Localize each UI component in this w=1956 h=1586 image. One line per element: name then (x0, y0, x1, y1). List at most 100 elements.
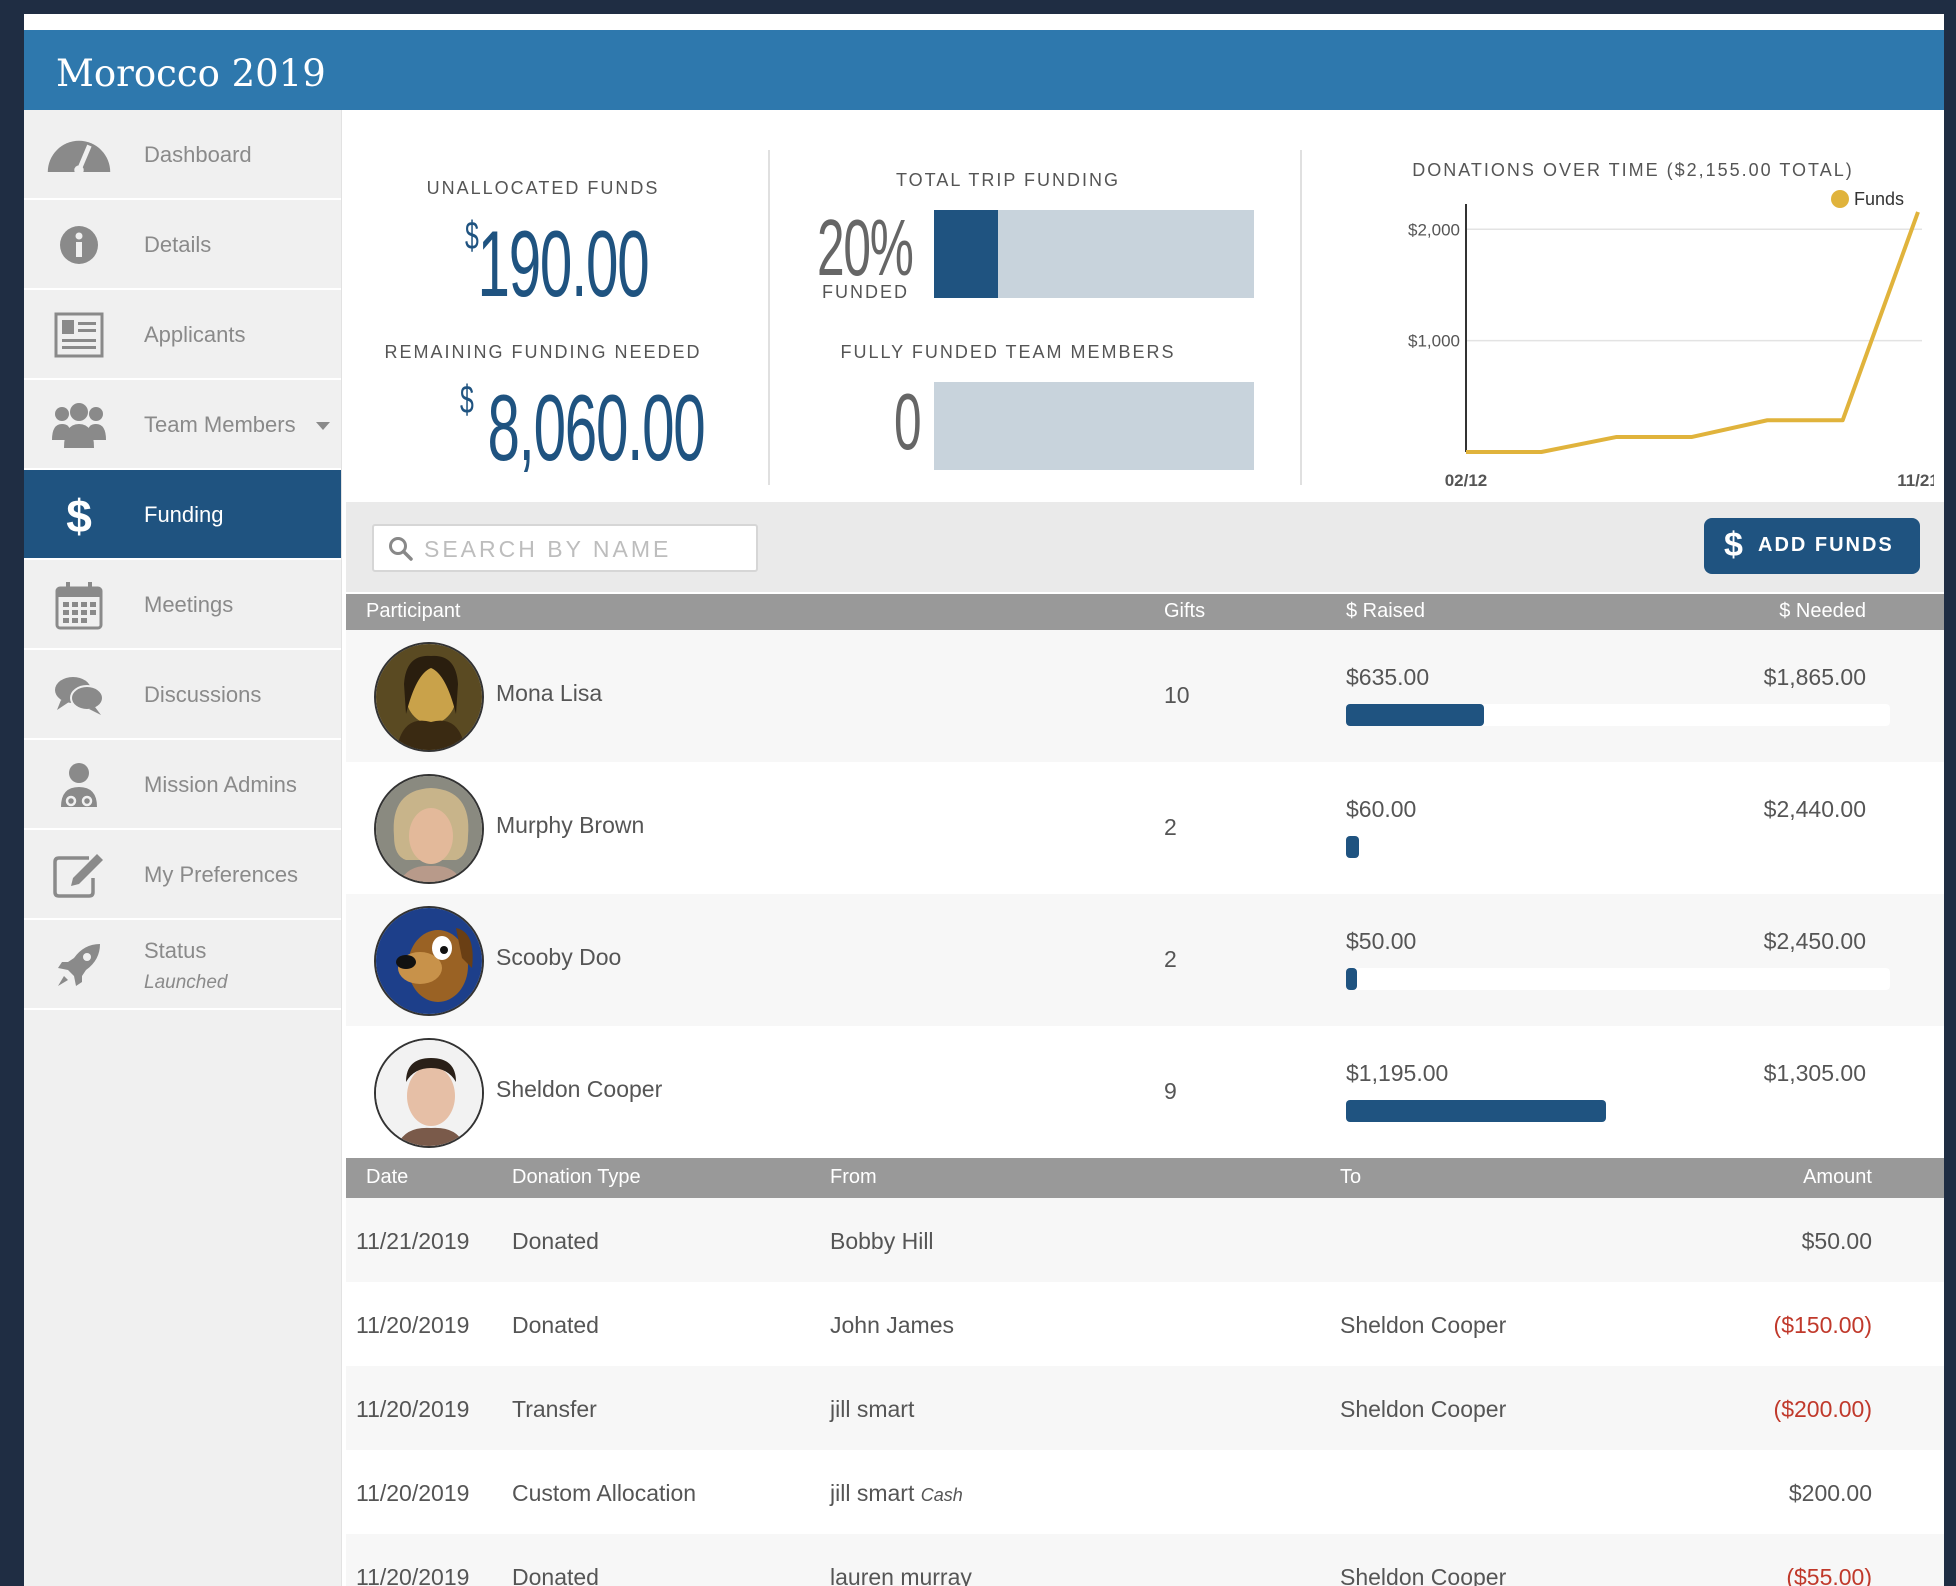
add-funds-button[interactable]: $ ADD FUNDS (1704, 518, 1920, 574)
column-participant[interactable]: Participant (366, 600, 461, 622)
sidebar-item-status[interactable]: Status Launched (24, 920, 341, 1010)
column-gifts[interactable]: Gifts (1164, 600, 1206, 622)
participant-raised: $1,195.00 (1346, 1060, 1449, 1086)
table-row[interactable]: 11/21/2019 Donated Bobby Hill $50.00 (346, 1198, 1944, 1282)
column-date[interactable]: Date (366, 1166, 409, 1188)
search-box (372, 524, 758, 572)
table-row[interactable]: Sheldon Cooper 9 $1,195.00 $1,305.00 (346, 1026, 1944, 1158)
column-to[interactable]: To (1340, 1166, 1362, 1188)
sidebar-item-discussions[interactable]: Discussions (24, 650, 341, 740)
participant-progress-fill (1346, 836, 1360, 858)
dollar-icon: $ (1724, 526, 1745, 564)
sidebar-item-label: Team Members (144, 412, 296, 437)
participant-raised: $50.00 (1346, 928, 1417, 954)
sidebar-item-label: Discussions (144, 682, 262, 707)
sidebar-item-label: Mission Admins (144, 772, 297, 797)
participant-progress-fill (1346, 968, 1357, 990)
donations-chart: $2,000 $1,000 02/12 11/21 Funds (1408, 190, 1934, 490)
participant-progress-fill (1346, 704, 1485, 726)
avatar (374, 906, 484, 1016)
participant-name[interactable]: Sheldon Cooper (496, 1076, 663, 1102)
sidebar-item-details[interactable]: Details (24, 200, 341, 290)
chart-title: DONATIONS OVER TIME ($2,155.00 TOTAL) (1412, 160, 1854, 180)
participant-name[interactable]: Scooby Doo (496, 944, 622, 970)
sidebar-item-team-members[interactable]: Team Members (24, 380, 341, 470)
search-icon (389, 537, 413, 561)
participant-gifts: 9 (1164, 1078, 1177, 1104)
y-tick-label: $2,000 (1408, 220, 1460, 239)
table-row[interactable]: 11/20/2019 Donated John James Sheldon Co… (346, 1282, 1944, 1366)
donation-amount: $200.00 (1788, 1480, 1872, 1506)
participant-name[interactable]: Mona Lisa (496, 680, 603, 706)
donation-date: 11/20/2019 (356, 1480, 470, 1506)
sidebar-item-meetings[interactable]: Meetings (24, 560, 341, 650)
participant-gifts: 2 (1164, 946, 1177, 972)
sidebar-item-mission-admins[interactable]: Mission Admins (24, 740, 341, 830)
participant-name[interactable]: Murphy Brown (496, 812, 645, 838)
participant-progress-fill (1346, 1100, 1607, 1122)
column-raised[interactable]: $ Raised (1346, 600, 1425, 622)
admin-user-icon (44, 755, 114, 815)
fully-funded-members-bar (934, 382, 1254, 470)
table-row[interactable]: Murphy Brown 2 $60.00 $2,440.00 (346, 762, 1944, 894)
chevron-down-icon[interactable] (316, 422, 330, 430)
add-funds-label: ADD FUNDS (1758, 534, 1894, 556)
participant-needed: $1,865.00 (1763, 664, 1866, 690)
trip-funding-bar-fill (934, 210, 998, 298)
donation-date: 11/20/2019 (356, 1312, 470, 1338)
calendar-icon (44, 575, 114, 635)
total-trip-funding-label: TOTAL TRIP FUNDING (895, 170, 1121, 190)
svg-text:$: $ (66, 490, 92, 540)
sidebar-item-dashboard[interactable]: Dashboard (24, 110, 341, 200)
legend-entry: Funds (1854, 190, 1904, 209)
participant-progress-bar (1346, 968, 1890, 990)
column-donation-type[interactable]: Donation Type (512, 1166, 641, 1188)
header-bar: Morocco 2019 (24, 30, 1944, 110)
table-row[interactable]: Mona Lisa 10 $635.00 $1,865.00 (346, 630, 1944, 762)
donation-from: lauren murray (830, 1564, 972, 1586)
funded-label: FUNDED (822, 282, 909, 302)
donation-to: Sheldon Cooper (1340, 1312, 1507, 1338)
avatar (374, 642, 484, 752)
legend-swatch (1831, 190, 1849, 208)
sidebar-item-label: My Preferences (144, 862, 299, 887)
status-value: Launched (144, 972, 228, 993)
app-window: Morocco 2019 Dashboard Details Applicant… (24, 14, 1944, 1586)
column-amount[interactable]: Amount (1803, 1166, 1872, 1188)
group-icon (44, 395, 114, 455)
sidebar-item-label: Applicants (144, 322, 246, 347)
avatar (374, 1038, 484, 1148)
id-card-icon (44, 305, 114, 365)
participant-gifts: 10 (1164, 682, 1190, 708)
sidebar-item-label: Meetings (144, 592, 234, 617)
donation-amount: ($55.00) (1786, 1564, 1872, 1586)
column-from[interactable]: From (830, 1166, 877, 1188)
funding-summary: UNALLOCATED FUNDS $190.00 REMAINING FUND… (342, 110, 1944, 500)
column-needed[interactable]: $ Needed (1779, 600, 1866, 622)
sidebar-item-label: Dashboard (144, 142, 252, 167)
sidebar-item-applicants[interactable]: Applicants (24, 290, 341, 380)
table-row[interactable]: 11/20/2019 Donated lauren murray Sheldon… (346, 1534, 1944, 1586)
sidebar-item-label: Funding (144, 502, 224, 527)
search-input[interactable] (424, 534, 744, 564)
participant-raised: $635.00 (1346, 664, 1430, 690)
avatar (374, 774, 484, 884)
participant-progress-bar (1346, 1100, 1890, 1122)
x-tick-label: 02/12 (1445, 471, 1488, 490)
donation-to: Sheldon Cooper (1340, 1396, 1507, 1422)
participant-needed: $1,305.00 (1763, 1060, 1866, 1086)
participants-table-header: Participant Gifts $ Raised $ Needed (346, 594, 1944, 630)
sidebar-item-my-preferences[interactable]: My Preferences (24, 830, 341, 920)
table-row[interactable]: 11/20/2019 Custom Allocation jill smart … (346, 1450, 1944, 1534)
donation-to: Sheldon Cooper (1340, 1564, 1507, 1586)
dollar-icon: $ (44, 485, 114, 545)
table-row[interactable]: 11/20/2019 Transfer jill smart Sheldon C… (346, 1366, 1944, 1450)
table-row[interactable]: Scooby Doo 2 $50.00 $2,450.00 (346, 894, 1944, 1026)
divider (768, 150, 770, 485)
sidebar-item-label: Details (144, 232, 212, 257)
sidebar-item-funding[interactable]: $ Funding (24, 470, 341, 560)
participant-needed: $2,440.00 (1763, 796, 1866, 822)
unallocated-funds-value: $190.00 (465, 211, 650, 316)
donation-type: Donated (512, 1564, 599, 1586)
fully-funded-members-value: 0 (894, 377, 922, 466)
